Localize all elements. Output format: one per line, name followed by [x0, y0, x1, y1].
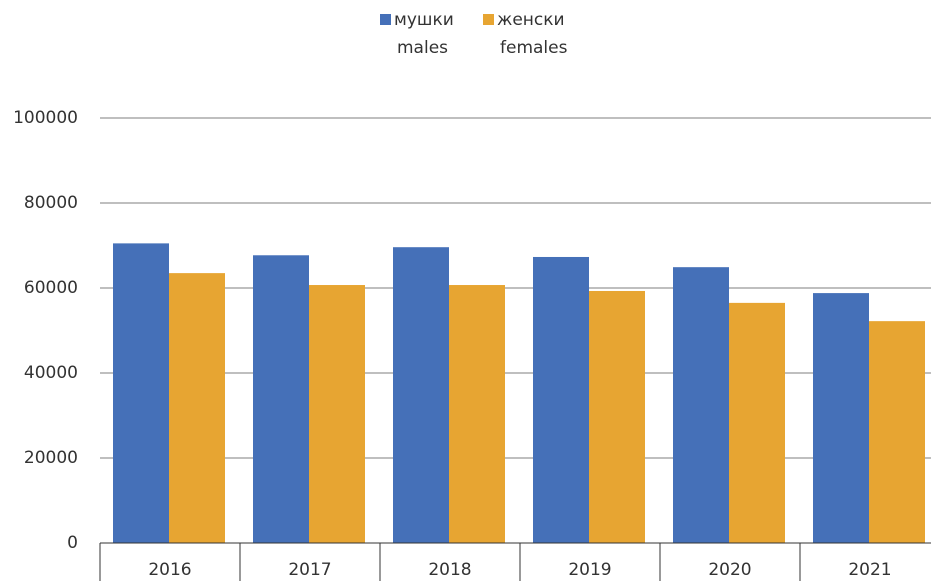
bar — [589, 290, 645, 543]
y-tick-label: 60000 — [24, 278, 78, 298]
y-tick-label: 0 — [67, 533, 78, 553]
bar — [393, 247, 449, 543]
legend-label: females — [500, 38, 568, 58]
bar — [673, 267, 729, 543]
bar — [729, 302, 785, 543]
x-tick-label: 2016 — [148, 560, 191, 580]
bar — [253, 255, 309, 543]
legend-label: males — [397, 38, 448, 58]
legend-swatch — [380, 14, 391, 25]
bar — [169, 273, 225, 543]
y-tick-label: 80000 — [24, 193, 78, 213]
legend-swatch — [483, 14, 494, 25]
x-tick-label: 2021 — [848, 560, 891, 580]
bar — [533, 256, 589, 543]
y-tick-label: 100000 — [13, 108, 78, 128]
bar — [113, 243, 169, 543]
y-tick-label: 40000 — [24, 363, 78, 383]
x-tick-label: 2020 — [708, 560, 751, 580]
y-tick-label: 20000 — [24, 448, 78, 468]
legend-label: мушки — [394, 10, 454, 30]
bar — [813, 293, 869, 543]
legend-label: женски — [497, 10, 565, 30]
bar — [869, 321, 925, 543]
x-tick-label: 2017 — [288, 560, 331, 580]
bar — [449, 285, 505, 543]
bar — [309, 285, 365, 543]
x-tick-label: 2018 — [428, 560, 471, 580]
x-tick-label: 2019 — [568, 560, 611, 580]
